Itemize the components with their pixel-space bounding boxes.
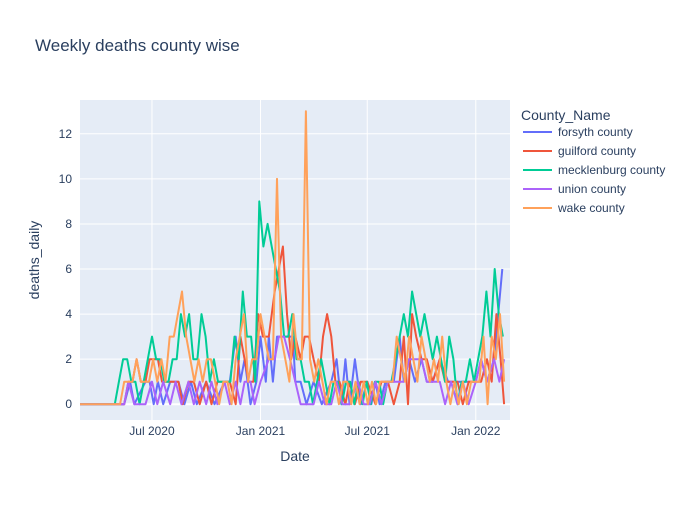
y-tick-label: 8 [65, 217, 72, 231]
legend-title: County_Name [521, 107, 611, 123]
series-lines [80, 110, 506, 406]
legend-items[interactable]: forsyth county guilford county mecklenburg… [523, 125, 665, 215]
y-tick-label: 6 [65, 262, 72, 276]
series-line-union-county [80, 335, 506, 406]
x-tick-label: Jul 2020 [129, 424, 175, 438]
legend-item-forsyth-county[interactable]: forsyth county [523, 125, 633, 139]
legend-item-guilford-county[interactable]: guilford county [523, 144, 636, 158]
legend-label-forsyth-county: forsyth county [558, 125, 633, 139]
x-tick-label: Jul 2021 [345, 424, 391, 438]
legend-label-guilford-county: guilford county [558, 144, 636, 158]
series-line-wake-county [80, 110, 506, 406]
legend-label-mecklenburg-county: mecklenburg county [558, 163, 665, 177]
legend-item-union-county[interactable]: union county [523, 182, 626, 196]
y-axis-label: deaths_daily [26, 221, 42, 300]
x-axis-label: Date [280, 448, 310, 464]
y-tick-label: 0 [65, 397, 72, 411]
legend[interactable]: County_Name forsyth county guilford count… [521, 107, 665, 215]
y-tick-label: 2 [65, 352, 72, 366]
x-tick-label: Jan 2022 [451, 424, 501, 438]
legend-label-wake-county: wake county [557, 201, 625, 215]
chart-title: Weekly deaths county wise [35, 36, 240, 55]
y-tick-label: 10 [59, 172, 73, 186]
y-tick-label: 4 [65, 307, 72, 321]
legend-item-mecklenburg-county[interactable]: mecklenburg county [523, 163, 665, 177]
legend-label-union-county: union county [558, 182, 626, 196]
series-line-mecklenburg-county [80, 200, 504, 406]
x-tick-label: Jan 2021 [236, 424, 286, 438]
axis-ticks: 0 2 4 6 8 10 12 Jul 2020 Jan 2021 Jul 2021 Jan 202… [59, 127, 501, 438]
legend-item-wake-county[interactable]: wake county [523, 201, 625, 215]
y-tick-label: 12 [59, 127, 73, 141]
